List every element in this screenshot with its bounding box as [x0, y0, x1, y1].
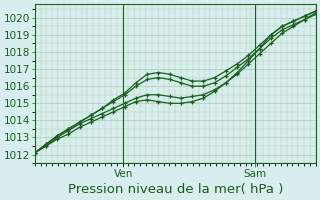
X-axis label: Pression niveau de la mer( hPa ): Pression niveau de la mer( hPa ): [68, 183, 283, 196]
